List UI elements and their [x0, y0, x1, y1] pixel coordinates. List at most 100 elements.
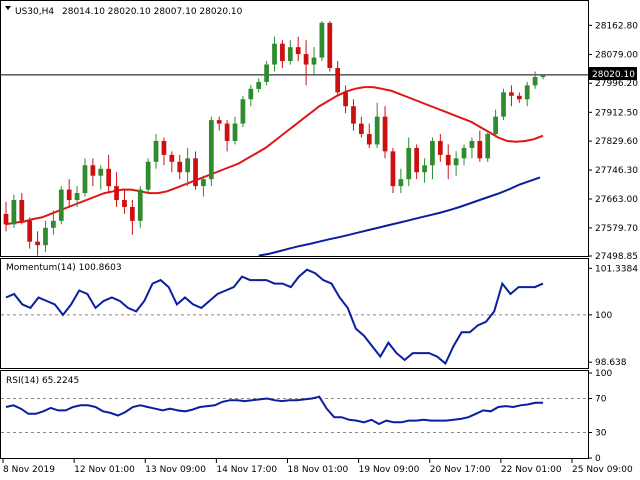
candle-body [351, 106, 356, 124]
candle-body [193, 158, 198, 187]
momentum-title: Momentum(14) 100.8603 [6, 263, 122, 273]
price-tick-label: 27912.50 [595, 108, 638, 118]
candle-body [3, 213, 9, 225]
candle-body [335, 68, 341, 93]
time-tick-label: 12 Nov 01:00 [74, 465, 135, 475]
momentum-axis: 101.3384 100 98.638 [588, 264, 638, 368]
candle [90, 158, 96, 187]
candle [256, 78, 262, 93]
candle-body [382, 116, 388, 152]
indicator-tick-label: 98.638 [595, 358, 627, 368]
candle [461, 144, 467, 166]
price-tick-label: 27829.60 [595, 137, 638, 147]
candle [335, 61, 341, 96]
candle-body [493, 116, 498, 135]
candle [193, 151, 198, 190]
candle [524, 81, 530, 107]
candle [66, 179, 72, 207]
candle [319, 21, 325, 62]
candle [264, 61, 269, 86]
candle-body [311, 57, 317, 65]
candle-body [43, 227, 48, 246]
candle [374, 102, 380, 148]
candle-body [58, 189, 64, 221]
candlestick-series [3, 21, 546, 256]
candle [35, 231, 40, 256]
candle [445, 144, 451, 180]
candle [240, 95, 246, 128]
fast-moving-average [5, 86, 544, 226]
candle [74, 186, 80, 207]
candle [469, 137, 475, 159]
candle [303, 40, 309, 86]
candle-body [240, 99, 246, 124]
candle-body [145, 161, 151, 190]
time-tick-label: 25 Nov 09:00 [572, 465, 633, 475]
candle-body [319, 22, 325, 58]
candle-body [327, 22, 333, 69]
candle [98, 165, 104, 190]
candle [145, 158, 151, 194]
momentum-line [5, 268, 544, 366]
time-tick-label: 8 Nov 2019 [3, 465, 55, 475]
candle-body [303, 54, 309, 65]
candle-body [129, 206, 135, 221]
time-tick-label: 18 Nov 01:00 [288, 465, 349, 475]
candle [122, 189, 127, 214]
price-tick-label: 27746.30 [595, 166, 638, 176]
indicator-tick-label: 0 [595, 454, 601, 464]
candle [382, 106, 388, 159]
candle-body [66, 189, 72, 201]
candle [516, 92, 522, 103]
candle-body [208, 120, 214, 180]
candle [280, 40, 285, 69]
candle-body [177, 161, 183, 173]
candle-body [106, 168, 112, 187]
candle [161, 137, 167, 166]
candle-body [524, 85, 530, 100]
candle-body [461, 147, 467, 159]
candle-body [280, 43, 285, 62]
candle [358, 116, 364, 138]
ohlc-label: 28014.10 28020.10 28007.10 28020.10 [62, 7, 243, 17]
candle-body [532, 77, 538, 86]
candle [129, 200, 135, 235]
candle [248, 85, 254, 107]
candle-body [122, 200, 127, 207]
candle [485, 130, 491, 162]
candle-body [185, 158, 191, 173]
candle-body [51, 220, 56, 228]
candle [114, 172, 119, 207]
candle-body [153, 140, 159, 162]
candle [82, 158, 88, 197]
price-pane-frame [0, 0, 589, 257]
candle [540, 74, 546, 80]
price-tick-label: 27579.70 [595, 224, 638, 234]
candle-body [437, 140, 443, 155]
candle [390, 147, 396, 194]
candle-body [366, 134, 372, 145]
candle-body [295, 47, 301, 55]
candle [406, 137, 412, 187]
last-price-tag-bg [589, 67, 637, 80]
candle-body [82, 165, 88, 194]
chart-header: US30,H4 28014.10 28020.10 28007.10 28020… [5, 6, 243, 17]
candle-body [264, 64, 269, 82]
dropdown-triangle-icon[interactable] [5, 6, 11, 10]
candle-body [114, 186, 119, 201]
candle [477, 130, 483, 162]
candle-body [445, 154, 451, 166]
candle [398, 168, 404, 194]
candle-body [540, 74, 546, 78]
candle [493, 109, 498, 138]
price-tick-label: 27663.00 [595, 195, 638, 205]
candle-body [216, 120, 222, 124]
price-axis: 28162.80 28079.00 27996.20 27912.50 27829.60… [588, 21, 638, 262]
candle [201, 175, 206, 197]
candle-body [501, 92, 506, 117]
candle [3, 201, 9, 232]
indicator-polyline [5, 395, 543, 426]
candle-body [398, 179, 404, 187]
candle [153, 134, 159, 169]
